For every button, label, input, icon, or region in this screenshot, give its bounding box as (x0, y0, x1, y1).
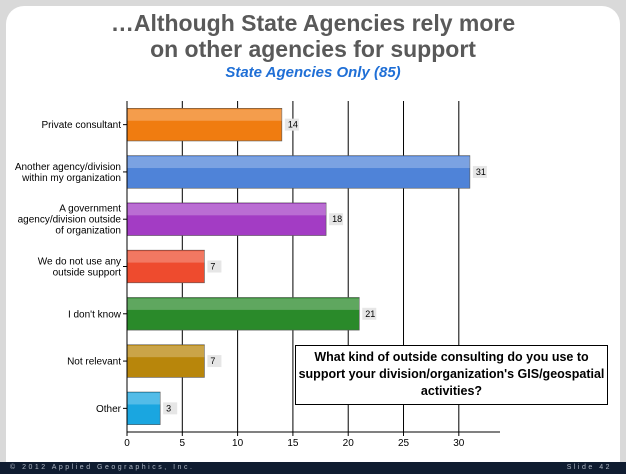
bar-3 (126, 249, 205, 284)
bar-highlight-1 (127, 156, 470, 169)
bar-5 (126, 344, 205, 378)
bar-highlight-4 (127, 298, 360, 310)
category-label-2-2: of organization (55, 226, 121, 237)
x-tick-label-10: 10 (232, 438, 244, 449)
category-label-0-0: Private consultant (42, 120, 122, 131)
value-label-0: 14 (288, 120, 298, 130)
footer-bar: © 2012 Applied Geographics, Inc. Slide 4… (0, 462, 626, 474)
category-label-5-0: Not relevant (67, 357, 121, 368)
slide-subtitle: State Agencies Only (85) (225, 64, 401, 81)
value-label-bg-4 (362, 307, 377, 320)
bar-highlight-6 (127, 393, 161, 405)
category-label-3-0: We do not use any (38, 257, 121, 268)
category-label-1-0: Another agency/division (15, 162, 121, 173)
bar-6 (126, 391, 161, 425)
category-label-6-0: Other (96, 404, 122, 415)
bar-highlight-2 (127, 203, 327, 216)
title-area: …Although State Agencies rely more on ot… (0, 10, 626, 81)
value-label-bg-2 (329, 213, 344, 226)
value-label-bg-1 (472, 165, 487, 178)
x-tick-label-30: 30 (453, 438, 465, 449)
bar-highlight-0 (127, 109, 282, 121)
x-tick-label-5: 5 (180, 438, 186, 449)
value-label-bg-6 (163, 402, 178, 415)
category-label-2-0: A government (59, 204, 121, 215)
x-tick-label-0: 0 (124, 438, 130, 449)
value-label-2: 18 (332, 214, 342, 224)
value-label-1: 31 (476, 167, 486, 177)
category-label-4-0: I don't know (68, 309, 122, 320)
bar-4 (126, 297, 360, 331)
slide-title-line-1: …Although State Agencies rely more (110, 10, 516, 36)
value-label-bg-0 (284, 118, 299, 131)
bar-highlight-5 (127, 345, 205, 358)
bar-highlight-3 (127, 251, 205, 263)
slide-title-line-2: on other agencies for support (150, 36, 476, 62)
x-tick-label-20: 20 (343, 438, 355, 449)
value-label-bg-3 (207, 260, 222, 273)
value-label-6: 3 (166, 403, 171, 413)
value-label-bg-5 (207, 355, 222, 368)
x-tick-label-25: 25 (398, 438, 410, 449)
category-label-1-1: within my organization (21, 173, 121, 184)
copyright-text: © 2012 Applied Geographics, Inc. (10, 464, 195, 471)
bar-1 (126, 155, 471, 189)
value-label-4: 21 (365, 309, 375, 319)
category-label-2-1: agency/division outside (18, 215, 122, 226)
slide-number: Slide 42 (566, 464, 612, 471)
value-label-5: 7 (210, 356, 215, 366)
x-tick-label-15: 15 (287, 438, 299, 449)
category-label-3-1: outside support (53, 268, 122, 279)
value-label-3: 7 (210, 262, 215, 272)
survey-question-box: What kind of outside consulting do you u… (295, 345, 608, 405)
